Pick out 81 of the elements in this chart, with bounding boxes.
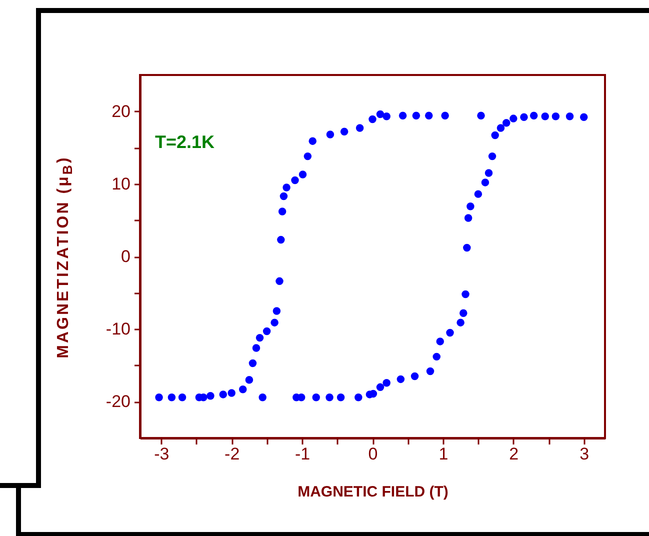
point bbox=[426, 367, 434, 376]
point bbox=[278, 208, 286, 216]
y-tick-label: -10 bbox=[106, 320, 130, 339]
point bbox=[464, 214, 472, 222]
point bbox=[178, 393, 186, 402]
point bbox=[228, 389, 236, 397]
x-tick-label: -1 bbox=[294, 444, 310, 464]
point bbox=[462, 290, 470, 298]
point bbox=[312, 393, 320, 402]
point bbox=[530, 112, 538, 120]
point bbox=[446, 328, 454, 337]
point bbox=[491, 131, 499, 140]
point bbox=[368, 115, 376, 124]
point bbox=[580, 113, 588, 121]
y-tick-label: 10 bbox=[112, 174, 130, 194]
point bbox=[282, 184, 290, 192]
point bbox=[336, 393, 345, 402]
point bbox=[496, 124, 505, 132]
point bbox=[481, 178, 490, 186]
point bbox=[168, 393, 176, 402]
point bbox=[256, 334, 264, 342]
point bbox=[356, 124, 364, 132]
point bbox=[276, 277, 284, 286]
point bbox=[326, 393, 334, 402]
point bbox=[474, 190, 482, 198]
point bbox=[376, 110, 384, 118]
point bbox=[382, 112, 390, 120]
point bbox=[424, 112, 433, 120]
annotation: T=2.1K bbox=[155, 132, 215, 152]
point bbox=[258, 393, 266, 402]
x-axis-title: MAGNETIC FIELD (T) bbox=[298, 484, 448, 500]
point bbox=[520, 113, 528, 121]
point bbox=[354, 393, 362, 402]
point bbox=[541, 112, 549, 120]
point bbox=[382, 378, 390, 387]
point bbox=[245, 376, 254, 384]
point bbox=[441, 112, 449, 120]
x-tick-label: 0 bbox=[368, 444, 378, 464]
point bbox=[502, 119, 510, 127]
point bbox=[552, 112, 560, 120]
point bbox=[248, 359, 257, 368]
point bbox=[466, 202, 474, 210]
point bbox=[270, 318, 278, 326]
x-tick-label: 3 bbox=[580, 444, 590, 464]
point bbox=[488, 152, 496, 160]
point bbox=[432, 352, 440, 361]
x-tick-label: 2 bbox=[509, 444, 519, 464]
point bbox=[238, 385, 247, 394]
point bbox=[277, 236, 285, 244]
point bbox=[566, 112, 574, 120]
point bbox=[298, 170, 307, 178]
point bbox=[396, 375, 405, 384]
point bbox=[398, 112, 407, 120]
x-tick-label: 1 bbox=[438, 444, 448, 464]
point bbox=[206, 392, 214, 400]
point bbox=[280, 192, 288, 200]
point bbox=[484, 169, 493, 177]
point bbox=[252, 344, 260, 352]
point bbox=[376, 383, 384, 392]
point bbox=[412, 112, 420, 120]
x-tick-label: -2 bbox=[224, 444, 240, 464]
point bbox=[262, 327, 271, 336]
y-tick-label: -20 bbox=[106, 392, 130, 412]
point bbox=[304, 152, 312, 160]
point bbox=[291, 176, 299, 184]
point bbox=[410, 372, 419, 380]
point bbox=[219, 390, 228, 398]
point bbox=[326, 130, 334, 138]
point bbox=[272, 307, 281, 315]
point bbox=[510, 114, 518, 122]
y-tick-label: 0 bbox=[121, 247, 130, 266]
y-tick-label: 20 bbox=[112, 102, 130, 121]
point bbox=[308, 137, 316, 145]
point bbox=[460, 309, 468, 317]
point bbox=[436, 338, 444, 346]
point bbox=[477, 112, 485, 120]
x-tick-label: -3 bbox=[154, 444, 170, 464]
point bbox=[340, 128, 348, 136]
point bbox=[463, 244, 471, 252]
point bbox=[456, 318, 464, 326]
point bbox=[155, 393, 163, 402]
